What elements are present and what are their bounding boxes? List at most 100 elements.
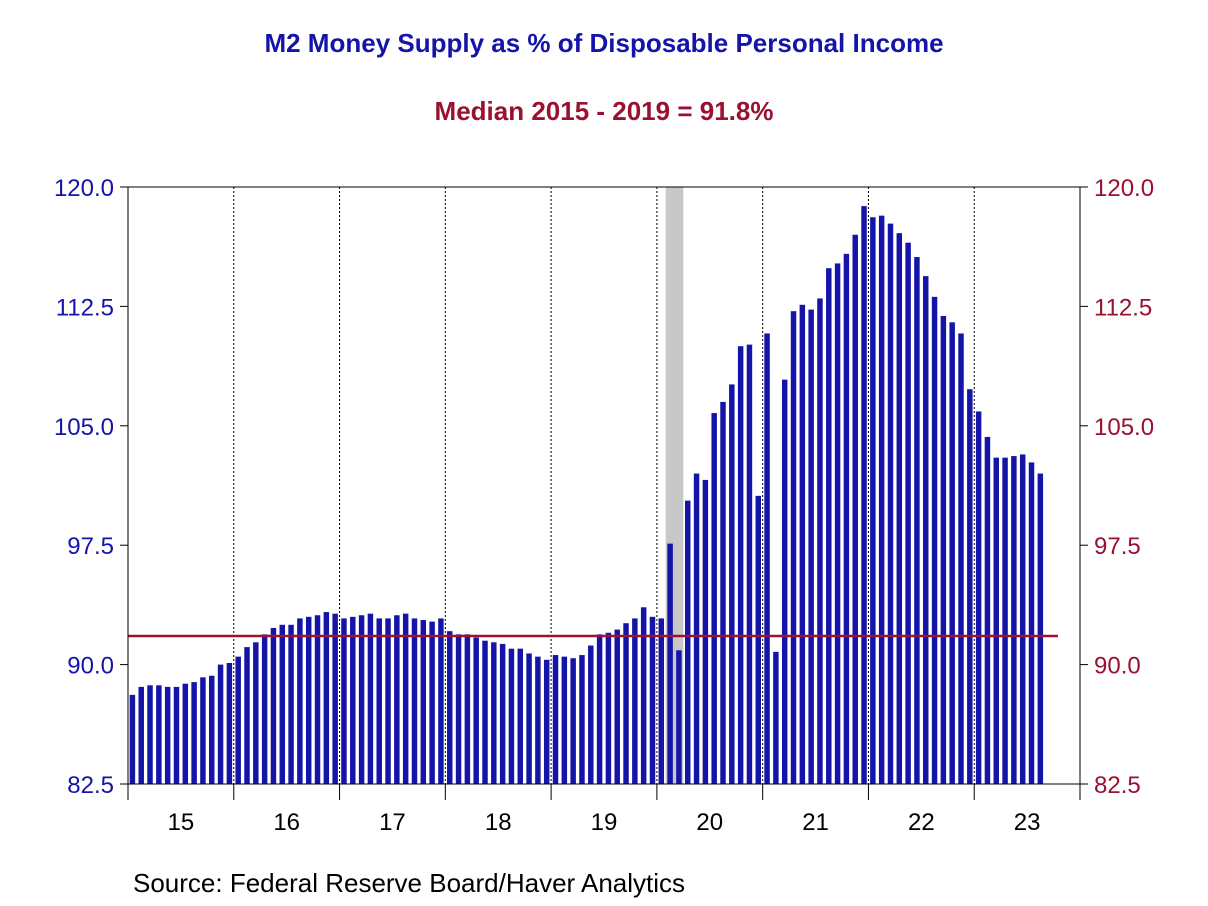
y-tick-label-left: 112.5	[56, 294, 114, 321]
bar	[447, 631, 453, 784]
bar	[491, 642, 497, 784]
bar	[217, 664, 224, 784]
bar	[817, 298, 823, 784]
x-tick-label: 22	[908, 809, 935, 836]
bar	[429, 621, 435, 784]
bar	[253, 642, 259, 784]
x-tick-label: 18	[485, 809, 512, 836]
bar	[438, 618, 444, 784]
bar	[667, 543, 673, 784]
bar	[861, 206, 867, 785]
bar	[156, 685, 162, 784]
bar	[914, 257, 920, 784]
bar	[649, 616, 656, 784]
chart-title: M2 Money Supply as % of Disposable Perso…	[264, 28, 944, 58]
bar	[535, 656, 541, 784]
bar	[685, 500, 691, 784]
bar	[499, 643, 506, 784]
bar	[517, 648, 523, 784]
bar	[508, 648, 515, 784]
bar	[464, 634, 471, 784]
bar	[596, 634, 603, 784]
bar	[826, 268, 832, 784]
y-tick-label-right: 90.0	[1094, 653, 1141, 680]
y-tick-label-left: 105.0	[54, 414, 114, 441]
y-tick-label-right: 97.5	[1094, 533, 1141, 560]
x-tick-label: 23	[1014, 809, 1041, 836]
y-tick-label-right: 105.0	[1094, 414, 1154, 441]
bar	[808, 309, 814, 784]
bar	[834, 263, 841, 784]
bar	[244, 647, 250, 784]
bar	[235, 656, 241, 784]
bar	[958, 333, 964, 784]
bar	[455, 634, 462, 784]
bar	[570, 658, 576, 784]
y-tick-label-right: 120.0	[1094, 175, 1154, 202]
bar	[773, 651, 779, 784]
plot-frame	[127, 186, 1081, 785]
bar	[164, 686, 171, 784]
bar	[764, 333, 770, 784]
y-tick-label-right: 82.5	[1094, 772, 1141, 799]
x-tick-label: 15	[168, 809, 195, 836]
bar	[1011, 456, 1017, 784]
bar	[632, 618, 638, 784]
bar	[543, 659, 550, 784]
bar	[870, 217, 876, 784]
bar	[209, 675, 215, 784]
bar	[623, 623, 629, 784]
bar	[693, 473, 700, 784]
bar	[261, 634, 268, 784]
bar	[350, 616, 356, 784]
y-tick-label-left: 82.5	[67, 772, 114, 799]
chart-subtitle: Median 2015 - 2019 = 91.8%	[434, 96, 774, 126]
bar	[993, 457, 999, 784]
bar	[967, 389, 973, 784]
x-tick-label: 21	[802, 809, 829, 836]
bar	[376, 618, 382, 784]
bar	[905, 242, 911, 785]
bar	[332, 613, 338, 784]
bar	[781, 379, 788, 784]
bar	[385, 618, 391, 784]
y-tick-label-right: 112.5	[1094, 294, 1152, 321]
bar	[526, 653, 532, 784]
bar	[367, 613, 374, 784]
bar	[588, 645, 594, 784]
bar	[940, 315, 947, 784]
bar	[975, 411, 982, 784]
bar	[191, 682, 197, 784]
bar	[138, 686, 144, 784]
bar	[402, 613, 409, 784]
bar	[579, 655, 585, 784]
bar	[147, 685, 153, 784]
bar	[896, 233, 903, 785]
bar	[182, 683, 189, 784]
bar	[923, 276, 929, 784]
bar	[288, 624, 294, 784]
x-tick-label: 17	[379, 809, 406, 836]
bar	[420, 620, 427, 784]
bar	[561, 656, 568, 784]
bar	[358, 615, 365, 784]
y-tick-label-left: 120.0	[54, 175, 114, 202]
bar	[552, 655, 559, 784]
bar	[737, 346, 744, 784]
bar	[200, 677, 206, 784]
bar	[129, 694, 136, 784]
y-tick-label-left: 90.0	[67, 653, 114, 680]
bar	[887, 223, 894, 784]
bar	[482, 640, 488, 784]
bar	[984, 436, 991, 784]
bar	[746, 344, 753, 784]
bar	[1028, 462, 1035, 784]
bar	[755, 495, 761, 784]
bar	[852, 234, 858, 784]
bar	[305, 616, 312, 784]
bar	[711, 413, 717, 784]
x-tick-label: 20	[696, 809, 723, 836]
x-tick-label: 16	[273, 809, 300, 836]
bar	[411, 618, 418, 784]
bar	[843, 253, 850, 785]
